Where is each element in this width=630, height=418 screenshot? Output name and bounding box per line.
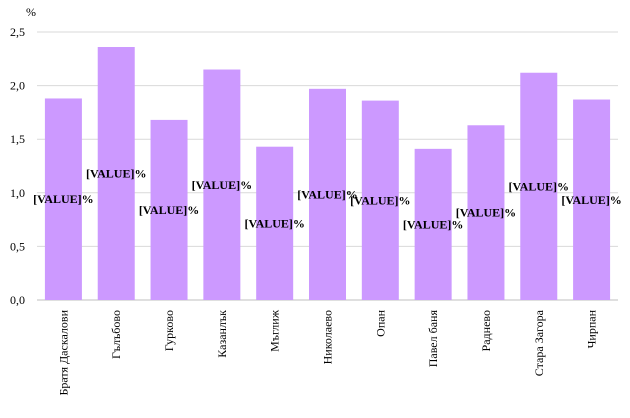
bar (44, 98, 82, 301)
bar (467, 125, 505, 300)
x-tick-label: Гурково (162, 310, 176, 351)
bar (97, 47, 135, 301)
y-tick-label: 0,0 (10, 293, 25, 307)
value-label: [VALUE]% (33, 192, 93, 206)
bar (520, 72, 558, 301)
value-label: [VALUE]% (244, 216, 304, 230)
bar (361, 100, 399, 300)
x-tick-label: Братя Даскалови (56, 309, 70, 395)
value-label: [VALUE]% (561, 193, 621, 207)
y-tick-label: 0,5 (10, 239, 25, 253)
x-tick-label: Раднево (479, 310, 493, 351)
value-label: [VALUE]% (350, 193, 410, 207)
x-tick-label: Гълъбово (109, 310, 123, 359)
y-tick-label: 2,5 (10, 25, 25, 39)
y-tick-label: 2,0 (10, 79, 25, 93)
x-tick-label: Мъглиж (268, 309, 282, 352)
value-label: [VALUE]% (509, 179, 569, 193)
x-tick-label: Павел баня (426, 310, 440, 368)
bar (414, 148, 452, 300)
x-tick-label: Николаево (321, 310, 335, 364)
value-label: [VALUE]% (297, 187, 357, 201)
value-label: [VALUE]% (403, 217, 463, 231)
bar (203, 69, 241, 301)
bar (256, 146, 294, 300)
x-tick-label: Стара Загора (532, 309, 546, 376)
x-tick-label: Казанлък (215, 310, 229, 358)
bar (309, 88, 346, 300)
bar (573, 99, 611, 300)
value-label: [VALUE]% (86, 167, 146, 181)
y-tick-label: 1,0 (10, 186, 25, 200)
x-tick-label: Чирпан (585, 309, 599, 348)
value-label: [VALUE]% (139, 203, 199, 217)
value-label: [VALUE]% (456, 206, 516, 220)
value-label: [VALUE]% (192, 178, 252, 192)
x-tick-label: Опан (373, 309, 387, 336)
y-axis-label: % (26, 5, 36, 19)
y-tick-label: 1,5 (10, 132, 25, 146)
bar (150, 119, 188, 301)
